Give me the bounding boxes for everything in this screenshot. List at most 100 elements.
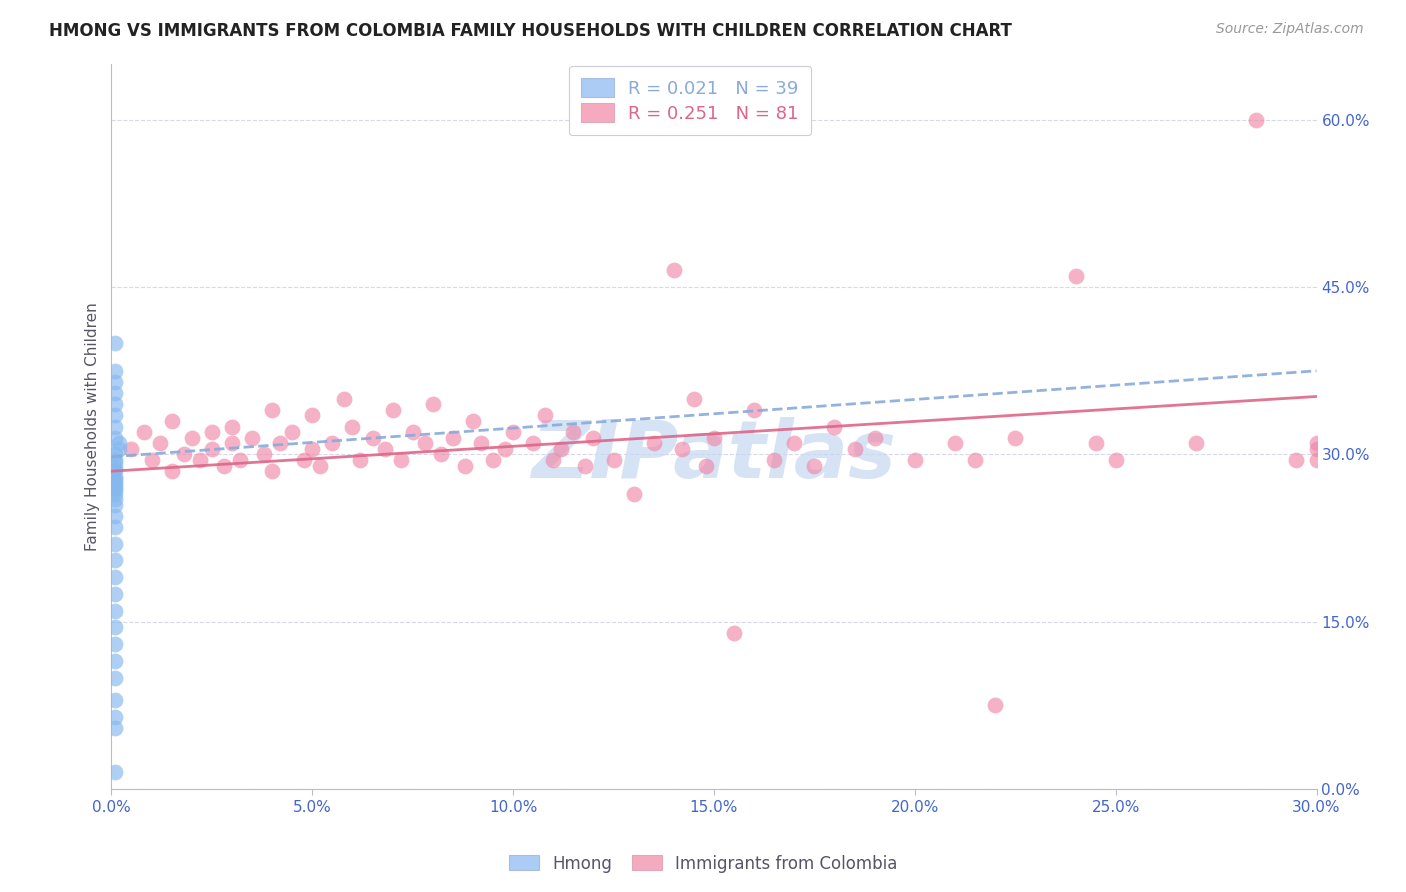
Point <box>1084 436 1107 450</box>
Point <box>104 457 127 471</box>
Point <box>104 520 127 534</box>
Point <box>1246 112 1268 127</box>
Point <box>824 419 846 434</box>
Point <box>104 386 127 401</box>
Point <box>201 425 224 440</box>
Point <box>240 431 263 445</box>
Point <box>502 425 524 440</box>
Point <box>160 414 183 428</box>
Point <box>132 425 155 440</box>
Point <box>104 765 127 780</box>
Point <box>104 453 127 467</box>
Point <box>543 453 565 467</box>
Point <box>221 436 243 450</box>
Point <box>104 397 127 411</box>
Point <box>662 263 685 277</box>
Point <box>695 458 717 473</box>
Text: Source: ZipAtlas.com: Source: ZipAtlas.com <box>1216 22 1364 37</box>
Point <box>104 637 127 651</box>
Point <box>703 431 725 445</box>
Point <box>104 671 127 685</box>
Point <box>104 508 127 523</box>
Point <box>104 486 127 500</box>
Point <box>1305 453 1327 467</box>
Point <box>943 436 966 450</box>
Point <box>562 425 585 440</box>
Point <box>1305 436 1327 450</box>
Point <box>413 436 436 450</box>
Point <box>104 470 127 484</box>
Point <box>381 402 404 417</box>
Point <box>104 537 127 551</box>
Point <box>104 570 127 584</box>
Point <box>104 448 127 462</box>
Point <box>104 604 127 618</box>
Point <box>281 425 304 440</box>
Point <box>201 442 224 456</box>
Point <box>494 442 516 456</box>
Point <box>1185 436 1208 450</box>
Point <box>1305 442 1327 456</box>
Point <box>482 453 505 467</box>
Point <box>582 431 605 445</box>
Point <box>104 477 127 491</box>
Point <box>149 436 172 450</box>
Point <box>402 425 425 440</box>
Point <box>301 409 323 423</box>
Point <box>683 392 706 406</box>
Point <box>104 335 127 350</box>
Point <box>742 402 765 417</box>
Point <box>1004 431 1026 445</box>
Point <box>904 453 927 467</box>
Point <box>173 448 195 462</box>
Point <box>262 464 284 478</box>
Point <box>534 409 557 423</box>
Point <box>643 436 665 450</box>
Legend: Hmong, Immigrants from Colombia: Hmong, Immigrants from Colombia <box>502 848 904 880</box>
Point <box>104 375 127 389</box>
Point <box>104 654 127 668</box>
Point <box>104 553 127 567</box>
Point <box>602 453 624 467</box>
Point <box>104 498 127 512</box>
Point <box>104 620 127 634</box>
Point <box>374 442 396 456</box>
Point <box>454 458 477 473</box>
Point <box>229 453 252 467</box>
Point <box>470 436 492 450</box>
Point <box>671 442 693 456</box>
Point <box>104 464 127 478</box>
Point <box>430 448 453 462</box>
Point <box>121 442 143 456</box>
Legend: R = 0.021   N = 39, R = 0.251   N = 81: R = 0.021 N = 39, R = 0.251 N = 81 <box>568 66 811 136</box>
Point <box>104 709 127 723</box>
Point <box>108 442 131 456</box>
Point <box>1105 453 1128 467</box>
Point <box>723 626 745 640</box>
Point <box>141 453 163 467</box>
Point <box>180 431 202 445</box>
Point <box>104 693 127 707</box>
Point <box>104 721 127 735</box>
Point <box>104 475 127 490</box>
Text: HMONG VS IMMIGRANTS FROM COLOMBIA FAMILY HOUSEHOLDS WITH CHILDREN CORRELATION CH: HMONG VS IMMIGRANTS FROM COLOMBIA FAMILY… <box>49 22 1012 40</box>
Point <box>104 409 127 423</box>
Point <box>301 442 323 456</box>
Point <box>763 453 786 467</box>
Point <box>309 458 332 473</box>
Point <box>1064 268 1087 283</box>
Point <box>221 419 243 434</box>
Point <box>623 486 645 500</box>
Point <box>333 392 356 406</box>
Point <box>342 419 364 434</box>
Point <box>863 431 886 445</box>
Point <box>104 364 127 378</box>
Point <box>104 472 127 486</box>
Point <box>212 458 235 473</box>
Point <box>441 431 464 445</box>
Point <box>783 436 806 450</box>
Point <box>844 442 866 456</box>
Point <box>104 461 127 475</box>
Point <box>803 458 825 473</box>
Point <box>160 464 183 478</box>
